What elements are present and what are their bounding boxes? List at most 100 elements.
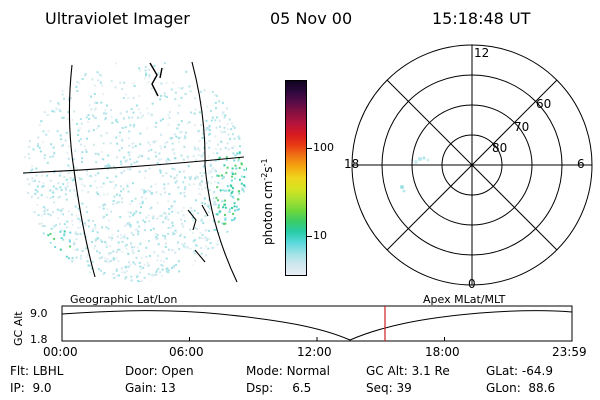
emission-pixel: [221, 131, 223, 134]
emission-pixel: [74, 184, 77, 186]
emission-pixel: [200, 124, 203, 127]
polar-panel-label: Apex MLat/MLT: [423, 293, 506, 306]
emission-pixel: [234, 217, 236, 220]
emission-pixel: [201, 217, 204, 220]
emission-pixel: [143, 263, 146, 266]
emission-pixel: [110, 108, 113, 111]
emission-pixel: [62, 116, 65, 119]
emission-pixel: [192, 219, 195, 222]
emission-pixel: [168, 116, 171, 119]
emission-pixel: [43, 225, 46, 227]
emission-pixel: [147, 150, 150, 152]
emission-pixel: [136, 160, 139, 163]
emission-pixel: [161, 174, 164, 177]
emission-pixel: [201, 202, 204, 205]
emission-pixel: [147, 68, 150, 71]
emission-pixel: [78, 178, 81, 181]
emission-pixel: [199, 232, 202, 234]
emission-pixel: [97, 193, 99, 195]
emission-pixel: [213, 169, 216, 172]
emission-pixel: [227, 133, 230, 136]
emission-pixel: [177, 123, 180, 126]
emission-pixel: [128, 130, 131, 133]
emission-pixel: [93, 84, 96, 87]
emission-pixel: [59, 195, 61, 198]
emission-pixel: [52, 195, 54, 198]
emission-pixel: [143, 176, 146, 179]
emission-pixel: [75, 194, 77, 197]
emission-pixel: [192, 231, 195, 234]
emission-pixel: [215, 126, 218, 129]
emission-pixel: [129, 211, 132, 214]
emission-pixel: [66, 117, 69, 120]
emission-pixel: [70, 170, 73, 173]
emission-pixel: [188, 176, 191, 179]
emission-pixel: [183, 191, 186, 194]
emission-pixel: [237, 159, 240, 162]
emission-pixel: [117, 260, 120, 263]
emission-pixel: [33, 179, 36, 182]
emission-pixel: [128, 116, 131, 119]
emission-pixel: [80, 254, 83, 257]
emission-pixel: [133, 123, 136, 126]
emission-pixel: [123, 233, 126, 236]
emission-pixel: [223, 199, 226, 202]
emission-pixel: [123, 225, 126, 228]
emission-pixel: [91, 78, 94, 81]
emission-pixel: [100, 74, 103, 77]
emission-pixel: [140, 196, 143, 199]
emission-pixel: [59, 171, 62, 174]
emission-pixel: [169, 137, 172, 140]
emission-pixel: [87, 114, 90, 117]
emission-pixel: [180, 96, 183, 99]
emission-pixel: [60, 229, 63, 232]
timeline-x-tick-1800: 18:00: [425, 345, 460, 359]
emission-pixel: [155, 191, 158, 194]
emission-pixel: [203, 89, 206, 92]
emission-pixel: [167, 218, 170, 221]
emission-pixel: [155, 273, 158, 276]
emission-pixel: [234, 154, 237, 157]
emission-pixel: [216, 186, 219, 189]
emission-pixel: [138, 202, 141, 205]
emission-pixel: [134, 197, 137, 200]
mlat-label-70: 70: [514, 120, 530, 134]
emission-pixel: [61, 90, 64, 93]
emission-pixel: [67, 157, 70, 160]
emission-pixel: [160, 158, 163, 161]
emission-pixel: [174, 98, 177, 101]
emission-pixel: [194, 199, 197, 202]
emission-pixel: [53, 110, 56, 113]
emission-pixel: [173, 133, 176, 136]
emission-pixel: [141, 155, 144, 158]
emission-pixel: [208, 132, 211, 135]
emission-pixel: [226, 123, 229, 125]
emission-pixel: [171, 204, 174, 207]
emission-pixel: [124, 277, 127, 280]
emission-pixel: [208, 125, 211, 128]
emission-pixel: [189, 248, 192, 250]
emission-pixel: [94, 107, 97, 110]
emission-pixel: [171, 221, 174, 224]
emission-pixel: [175, 179, 178, 182]
emission-pixel: [103, 215, 106, 218]
emission-pixel: [192, 213, 195, 216]
emission-pixel: [137, 279, 140, 282]
emission-pixel: [171, 224, 174, 227]
emission-pixel: [52, 155, 55, 158]
emission-pixel: [200, 180, 203, 183]
emission-pixel: [167, 123, 170, 126]
emission-pixel: [193, 239, 196, 242]
emission-pixel: [166, 267, 169, 270]
emission-pixel: [105, 213, 108, 216]
emission-pixel: [91, 241, 93, 244]
emission-pixel: [107, 163, 110, 166]
emission-pixel: [79, 143, 82, 146]
emission-pixel: [130, 108, 133, 111]
emission-pixel: [177, 211, 180, 214]
emission-pixel: [96, 127, 99, 130]
emission-pixel: [140, 241, 143, 244]
emission-pixel: [232, 187, 234, 190]
